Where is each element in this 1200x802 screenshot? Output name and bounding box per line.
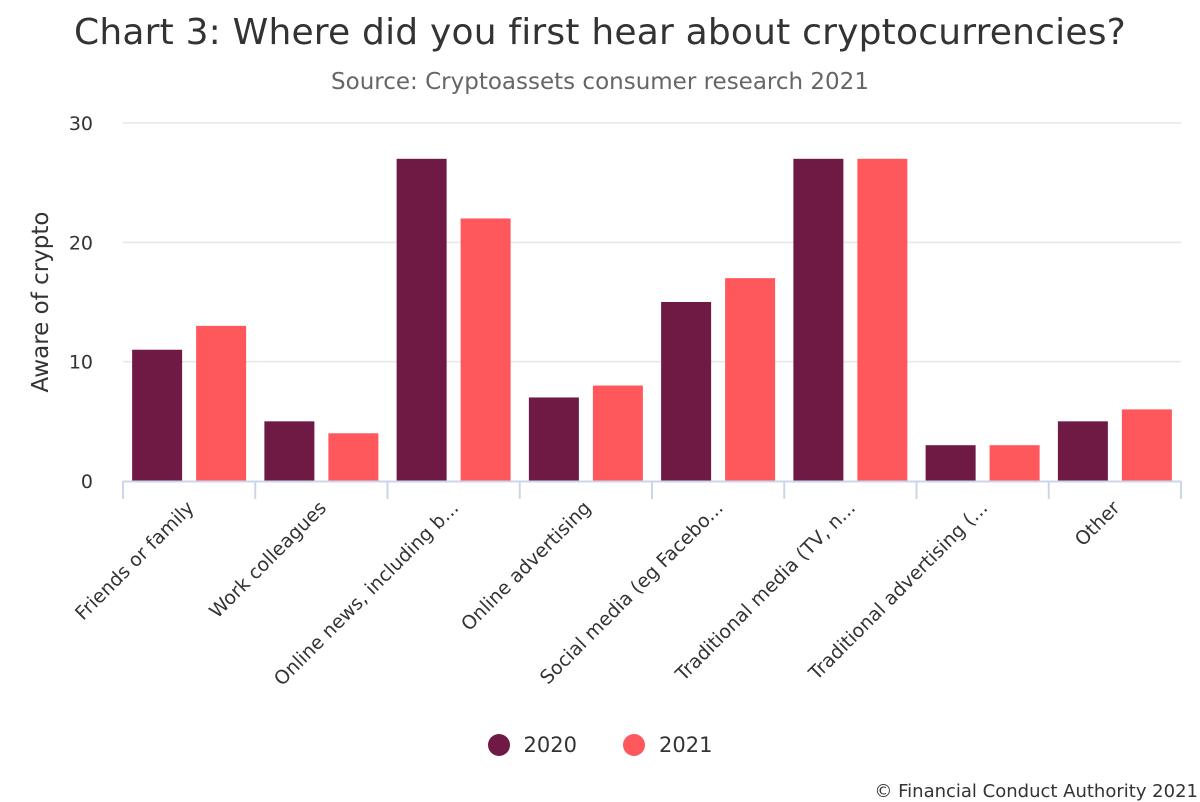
legend-swatch-2021 — [623, 734, 645, 756]
credits[interactable]: © Financial Conduct Authority 2021 — [874, 781, 1198, 802]
legend-label-2020: 2020 — [523, 733, 577, 757]
y-axis-ticks: 0 10 20 30 — [69, 113, 93, 493]
x-tick-label: Work colleagues — [205, 497, 331, 623]
y-axis-title: Aware of crypto — [28, 211, 54, 392]
bar-2020[interactable] — [661, 302, 712, 481]
bar-2020[interactable] — [793, 158, 844, 482]
legend-label-2021: 2021 — [659, 733, 713, 757]
bar-2021[interactable] — [725, 278, 776, 481]
bar-2020[interactable] — [132, 349, 183, 481]
y-tick-label: 20 — [69, 232, 93, 254]
bar-2021[interactable] — [328, 433, 379, 481]
gridlines — [123, 122, 1181, 363]
legend: 2020 2021 — [0, 733, 1200, 757]
bars — [132, 158, 1172, 482]
bar-2020[interactable] — [264, 421, 315, 481]
y-tick-label: 10 — [69, 352, 93, 374]
bar-2020[interactable] — [528, 397, 579, 481]
bar-2020[interactable] — [396, 158, 447, 482]
bar-2021[interactable] — [989, 445, 1040, 481]
bar-2021[interactable] — [857, 158, 908, 482]
x-tick-label: Friends or family — [71, 497, 199, 625]
x-axis — [122, 480, 1182, 499]
legend-item-2021[interactable]: 2021 — [623, 733, 712, 757]
bar-2021[interactable] — [460, 218, 511, 481]
bar-2021[interactable] — [592, 385, 643, 481]
bar-2020[interactable] — [925, 445, 976, 481]
bar-2021[interactable] — [196, 325, 247, 481]
x-tick-label: Other — [1071, 497, 1125, 551]
chart-title: Chart 3: Where did you first hear about … — [74, 12, 1126, 53]
y-tick-label: 0 — [81, 471, 93, 493]
chart-subtitle: Source: Cryptoassets consumer research 2… — [331, 69, 869, 95]
x-tick-label: Online advertising — [457, 497, 595, 635]
bar-2020[interactable] — [1057, 421, 1108, 481]
bar-2021[interactable] — [1121, 409, 1172, 481]
legend-item-2020[interactable]: 2020 — [487, 733, 577, 757]
y-tick-label: 30 — [69, 113, 93, 135]
legend-swatch-2020 — [487, 734, 510, 756]
